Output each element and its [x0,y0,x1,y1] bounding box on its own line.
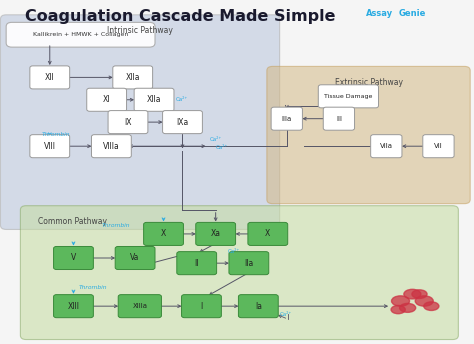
Text: Assay: Assay [366,9,393,18]
Text: Genie: Genie [398,9,426,18]
FancyBboxPatch shape [423,135,454,158]
Text: X: X [265,229,271,238]
Text: I: I [201,302,202,311]
Text: Ia: Ia [255,302,262,311]
FancyBboxPatch shape [177,252,217,275]
Ellipse shape [391,305,405,314]
Text: Thrombin: Thrombin [79,286,108,290]
Text: XI: XI [103,95,110,104]
Text: XIIa: XIIa [126,73,140,82]
FancyBboxPatch shape [91,135,131,158]
Text: XIIa: XIIa [147,95,161,104]
Text: XIIIa: XIIIa [132,303,147,309]
FancyBboxPatch shape [30,135,70,158]
FancyBboxPatch shape [371,135,402,158]
FancyBboxPatch shape [248,223,288,246]
Text: III: III [336,116,342,122]
Text: Ca²⁺: Ca²⁺ [216,145,228,150]
Text: Tissue Damage: Tissue Damage [324,94,373,99]
FancyBboxPatch shape [54,246,93,270]
Text: XII: XII [45,73,55,82]
Text: Ca²⁺: Ca²⁺ [280,312,292,316]
FancyBboxPatch shape [6,22,155,47]
FancyBboxPatch shape [144,223,183,246]
Ellipse shape [412,290,427,298]
Text: VIIa: VIIa [380,143,393,149]
Text: V: V [71,254,76,262]
Text: Intrinsic Pathway: Intrinsic Pathway [107,26,173,35]
FancyBboxPatch shape [115,246,155,270]
Text: IIa: IIa [244,259,254,268]
FancyBboxPatch shape [323,107,355,130]
FancyBboxPatch shape [118,294,162,318]
Ellipse shape [415,296,433,306]
Text: Thrombin: Thrombin [102,223,130,228]
FancyBboxPatch shape [87,88,127,111]
FancyBboxPatch shape [267,66,470,204]
FancyBboxPatch shape [134,88,174,111]
Text: X: X [161,229,166,238]
Text: Common Pathway: Common Pathway [38,217,107,226]
Text: II: II [194,259,199,268]
FancyBboxPatch shape [319,85,378,108]
FancyBboxPatch shape [20,206,458,340]
Text: Ca²⁺: Ca²⁺ [176,97,188,102]
Text: IIIa: IIIa [282,116,292,122]
Text: Xa: Xa [210,229,221,238]
Text: IX: IX [124,118,132,127]
Text: IXa: IXa [176,118,189,127]
Text: Coagulation Cascade Made Simple: Coagulation Cascade Made Simple [25,9,336,24]
Text: XIII: XIII [67,302,80,311]
Text: Thrombin: Thrombin [42,132,70,137]
Ellipse shape [400,303,416,312]
FancyBboxPatch shape [271,107,302,130]
Text: Ca²⁺: Ca²⁺ [228,249,240,254]
Text: Ca²⁺: Ca²⁺ [210,137,222,142]
Ellipse shape [404,289,421,299]
Text: VIIIa: VIIIa [103,142,120,151]
Text: VII: VII [434,143,443,149]
FancyBboxPatch shape [238,294,278,318]
FancyBboxPatch shape [0,15,280,229]
Text: Extrinsic Pathway: Extrinsic Pathway [335,78,402,87]
FancyBboxPatch shape [196,223,236,246]
FancyBboxPatch shape [229,252,269,275]
FancyBboxPatch shape [30,66,70,89]
Text: Va: Va [130,254,140,262]
FancyBboxPatch shape [182,294,221,318]
Text: Kallikrein + HMWK + Collagen: Kallikrein + HMWK + Collagen [33,32,128,37]
Ellipse shape [424,302,439,310]
FancyBboxPatch shape [108,110,148,133]
FancyBboxPatch shape [54,294,93,318]
Ellipse shape [392,296,410,306]
Text: VIII: VIII [44,142,56,151]
FancyBboxPatch shape [113,66,153,89]
FancyBboxPatch shape [163,110,202,133]
